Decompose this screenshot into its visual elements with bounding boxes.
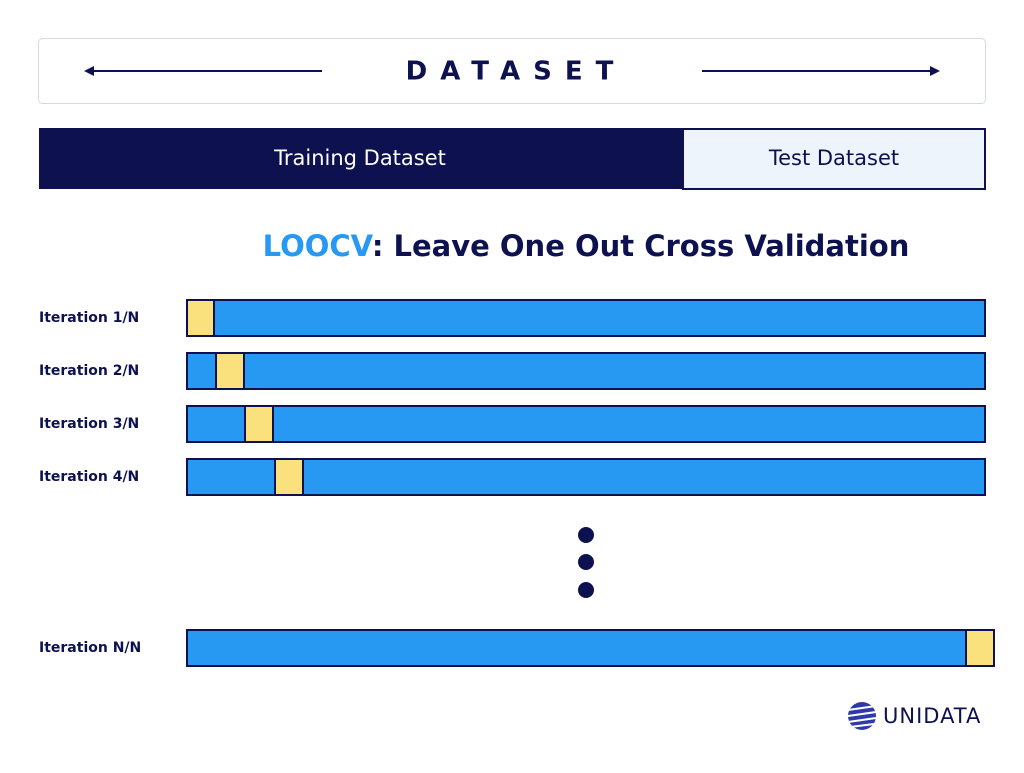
holdout-sample: [244, 405, 274, 443]
logo-text: UNIDATA: [883, 704, 981, 728]
section-title: LOOCV: Leave One Out Cross Validation: [263, 229, 910, 263]
test-bar: [682, 128, 986, 190]
iteration-bar: [186, 629, 986, 667]
dataset-box: [38, 38, 986, 104]
holdout-sample: [186, 299, 215, 337]
training-bar: [39, 128, 683, 189]
title-highlight: LOOCV: [263, 229, 374, 263]
ellipsis-dot: [578, 554, 594, 570]
iteration-bar: [186, 352, 986, 390]
training-label: Training Dataset: [273, 146, 446, 170]
iteration-label: Iteration 1/N: [39, 310, 139, 326]
holdout-sample: [215, 352, 245, 390]
title-rest: : Leave One Out Cross Validation: [372, 229, 910, 263]
iteration-label: Iteration 2/N: [39, 363, 139, 379]
arrow-left-head: [84, 66, 94, 76]
iteration-label: Iteration 3/N: [39, 416, 139, 432]
ellipsis-dot: [578, 582, 594, 598]
dataset-title: DATASET: [406, 57, 627, 87]
iteration-label: Iteration N/N: [39, 640, 141, 656]
arrow-right-head: [930, 66, 940, 76]
iteration-bar: [186, 405, 986, 443]
holdout-sample: [274, 458, 304, 496]
iteration-bar: [186, 458, 986, 496]
iteration-bar: [186, 299, 986, 337]
holdout-sample: [965, 629, 995, 667]
test-label: Test Dataset: [768, 146, 899, 170]
logo: UNIDATA: [847, 702, 981, 730]
ellipsis-dot: [578, 527, 594, 543]
logo-stripes: [847, 705, 877, 728]
iteration-label: Iteration 4/N: [39, 469, 139, 485]
